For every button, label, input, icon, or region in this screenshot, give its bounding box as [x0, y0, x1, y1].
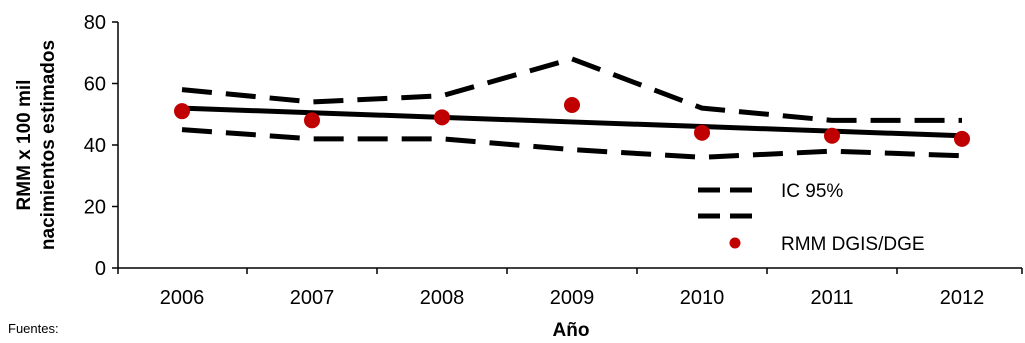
- data-point-rmm: [954, 130, 970, 147]
- y-tick-label: 40: [84, 135, 106, 157]
- data-point-rmm: [564, 97, 580, 114]
- data-point-rmm: [174, 103, 190, 120]
- data-point-rmm: [304, 112, 320, 129]
- x-tick-label: 2008: [420, 287, 465, 309]
- series-layer: [174, 56, 970, 160]
- y-tick-label: 20: [84, 197, 106, 219]
- data-point-rmm: [694, 124, 710, 141]
- y-axis-title-line1: RMM x 100 mil: [14, 80, 35, 211]
- x-tick-label: 2006: [160, 287, 205, 309]
- y-tick-label: 80: [84, 12, 106, 34]
- legend-label-ic95: IC 95%: [781, 181, 843, 202]
- x-tick-label: 2010: [680, 287, 725, 309]
- data-point-rmm: [434, 109, 450, 126]
- x-tick-label: 2009: [550, 287, 595, 309]
- legend-swatch-rmm: [729, 237, 741, 249]
- x-tick-label: 2012: [940, 287, 985, 309]
- y-ticks: 0 20 40 60 80: [84, 12, 118, 280]
- x-tick-label: 2007: [290, 287, 335, 309]
- axes: [117, 22, 1022, 269]
- series-line-ic95-upper: [181, 56, 962, 123]
- y-tick-label: 60: [84, 74, 106, 96]
- x-tick-label: 2011: [810, 287, 853, 309]
- legend-label-rmm: RMM DGIS/DGE: [781, 234, 925, 255]
- x-axis-title: Año: [553, 320, 590, 341]
- x-ticks: 2006 2007 2008 2009 2010 2011 2012: [117, 268, 1023, 309]
- legend: IC 95% RMM DGIS/DGE: [698, 181, 925, 255]
- y-tick-label: 0: [95, 258, 106, 280]
- y-axis-title-line2: nacimientos estimados: [38, 40, 59, 250]
- data-point-rmm: [824, 127, 840, 144]
- source-note: Fuentes:: [8, 321, 59, 336]
